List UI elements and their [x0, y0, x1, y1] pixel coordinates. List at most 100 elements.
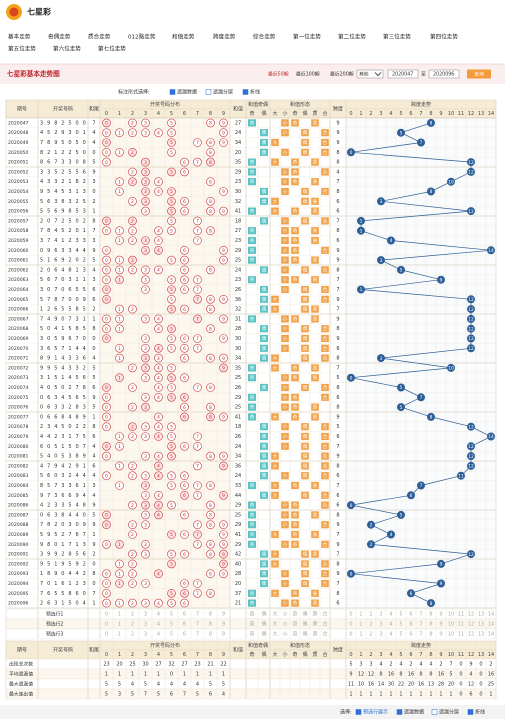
preselect-option[interactable]: 质 [312, 631, 317, 638]
preselect-option[interactable]: 14 [488, 622, 494, 628]
preselect-option[interactable]: 偶 [302, 621, 307, 628]
preselect-option[interactable]: 14 [488, 612, 494, 618]
preselect-option[interactable]: 5 [399, 632, 402, 638]
preselect-option[interactable]: 偶 [261, 631, 266, 638]
checkbox[interactable] [396, 709, 403, 715]
nav-link[interactable]: 第六位走势 [53, 45, 81, 53]
preselect-option[interactable]: 3 [144, 632, 147, 638]
preselect-option[interactable]: 11 [458, 612, 464, 618]
nav-link[interactable]: 质合走势 [88, 33, 111, 41]
preselect-option[interactable]: 5 [170, 632, 173, 638]
preselect-option[interactable]: 7 [419, 632, 422, 638]
preselect-option[interactable]: 6 [183, 632, 186, 638]
preselect-option[interactable]: 偶 [261, 611, 266, 618]
preselect-option[interactable]: 1 [118, 632, 121, 638]
nav-link[interactable]: 第二位走势 [338, 33, 366, 41]
preselect-option[interactable]: 9 [439, 612, 442, 618]
preselect-option[interactable]: 奇 [249, 621, 254, 628]
nav-link[interactable]: 奇偶走势 [48, 33, 71, 41]
preselect-option[interactable]: 大 [272, 631, 277, 638]
preselect-option[interactable]: 9 [222, 632, 225, 638]
recent-link[interactable]: 最近100期 [296, 71, 320, 78]
preselect-option[interactable]: 小 [282, 611, 287, 618]
preselect-option[interactable]: 奇 [292, 631, 297, 638]
preselect-option[interactable]: 奇 [249, 631, 254, 638]
preselect-option[interactable]: 1 [359, 622, 362, 628]
nav-link[interactable]: 第一位走势 [293, 33, 321, 41]
preselect-option[interactable]: 6 [409, 632, 412, 638]
preselect-option[interactable]: 0 [349, 612, 352, 618]
preselect-option[interactable]: 小 [282, 621, 287, 628]
preselect-option[interactable]: 11 [458, 632, 464, 638]
preselect-option[interactable]: 2 [131, 612, 134, 618]
preselect-option[interactable]: 5 [170, 622, 173, 628]
preselect-option[interactable]: 合 [322, 631, 327, 638]
preselect-option[interactable]: 3 [144, 622, 147, 628]
preselect-option[interactable]: 小 [282, 631, 287, 638]
preselect-option[interactable]: 8 [209, 622, 212, 628]
preselect-option[interactable]: 6 [409, 612, 412, 618]
checkbox[interactable] [431, 709, 438, 715]
nav-link[interactable]: 基本走势 [8, 33, 31, 41]
recent-link[interactable]: 最近50期 [268, 71, 289, 78]
preselect-option[interactable]: 4 [389, 612, 392, 618]
preselect-option[interactable]: 8 [209, 632, 212, 638]
preselect-option[interactable]: 5 [399, 622, 402, 628]
preselect-option[interactable]: 8 [429, 612, 432, 618]
preselect-option[interactable]: 奇 [292, 621, 297, 628]
preselect-option[interactable]: 0 [105, 632, 108, 638]
preselect-option[interactable]: 质 [312, 621, 317, 628]
preselect-option[interactable]: 10 [448, 632, 454, 638]
preselect-option[interactable]: 12 [468, 622, 474, 628]
preselect-option[interactable]: 奇 [292, 611, 297, 618]
preselect-option[interactable]: 大 [272, 621, 277, 628]
to-input[interactable] [428, 69, 460, 79]
preselect-option[interactable]: 1 [359, 632, 362, 638]
preselect-option[interactable]: 2 [369, 622, 372, 628]
recent-link[interactable]: 最近200期 [330, 71, 354, 78]
preselect-option[interactable]: 2 [131, 632, 134, 638]
preselect-option[interactable]: 合 [322, 611, 327, 618]
preselect-option[interactable]: 9 [222, 622, 225, 628]
preselect-option[interactable]: 3 [379, 622, 382, 628]
preselect-option[interactable]: 10 [448, 622, 454, 628]
preselect-option[interactable]: 12 [468, 632, 474, 638]
nav-link[interactable]: 综合走势 [253, 33, 276, 41]
nav-link[interactable]: 第四位走势 [430, 33, 458, 41]
preselect-option[interactable]: 3 [379, 632, 382, 638]
checkbox[interactable] [169, 89, 176, 95]
nav-link[interactable]: 和值走势 [172, 33, 195, 41]
preselect-option[interactable]: 4 [389, 622, 392, 628]
checkbox[interactable] [205, 89, 212, 95]
preselect-option[interactable]: 9 [439, 632, 442, 638]
preselect-option[interactable]: 13 [478, 622, 484, 628]
preselect-option[interactable]: 4 [389, 632, 392, 638]
preselect-option[interactable]: 6 [409, 622, 412, 628]
preselect-option[interactable]: 12 [468, 612, 474, 618]
preselect-option[interactable]: 奇 [249, 611, 254, 618]
preselect-option[interactable]: 0 [349, 632, 352, 638]
preselect-option[interactable]: 5 [170, 612, 173, 618]
preselect-option[interactable]: 偶 [261, 621, 266, 628]
nav-link[interactable]: 第三位走势 [383, 33, 411, 41]
preselect-option[interactable]: 3 [379, 612, 382, 618]
preselect-option[interactable]: 8 [209, 612, 212, 618]
preselect-option[interactable]: 8 [429, 632, 432, 638]
preselect-option[interactable]: 偶 [302, 611, 307, 618]
preselect-option[interactable]: 合 [322, 621, 327, 628]
preselect-option[interactable]: 偶 [302, 631, 307, 638]
preselect-option[interactable]: 14 [488, 632, 494, 638]
preselect-option[interactable]: 1 [118, 622, 121, 628]
preselect-option[interactable]: 6 [183, 622, 186, 628]
nav-link[interactable]: 012路走势 [128, 33, 156, 41]
from-input[interactable] [387, 69, 419, 79]
preselect-option[interactable]: 7 [196, 622, 199, 628]
preselect-option[interactable]: 9 [222, 612, 225, 618]
preselect-option[interactable]: 0 [105, 622, 108, 628]
preselect-option[interactable]: 2 [369, 612, 372, 618]
select-box[interactable] [356, 69, 384, 79]
preselect-option[interactable]: 5 [399, 612, 402, 618]
preselect-option[interactable]: 2 [131, 622, 134, 628]
preselect-option[interactable]: 大 [272, 611, 277, 618]
checkbox[interactable] [242, 89, 249, 95]
